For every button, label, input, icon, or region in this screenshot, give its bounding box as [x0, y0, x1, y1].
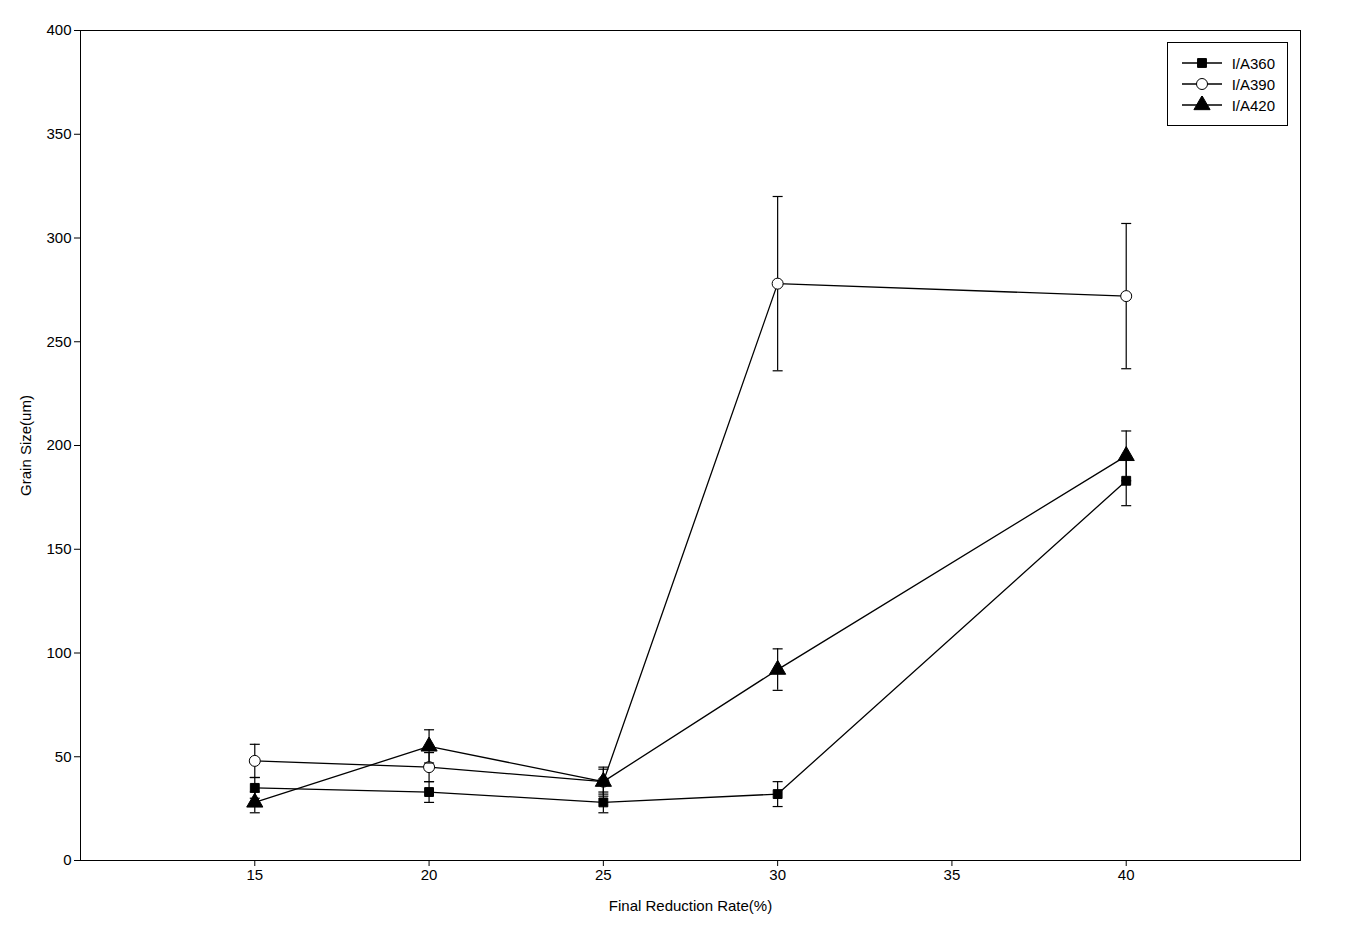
svg-text:0: 0	[63, 851, 71, 868]
svg-text:50: 50	[55, 748, 72, 765]
svg-text:300: 300	[46, 229, 71, 246]
svg-text:Final Reduction Rate(%): Final Reduction Rate(%)	[609, 897, 772, 914]
svg-text:35: 35	[944, 866, 961, 883]
svg-text:250: 250	[46, 333, 71, 350]
svg-text:400: 400	[46, 21, 71, 38]
svg-text:350: 350	[46, 125, 71, 142]
svg-text:30: 30	[769, 866, 786, 883]
html-text:I/A420: I/A420	[1231, 96, 1275, 114]
svg-text:Grain Size(um): Grain Size(um)	[17, 395, 34, 496]
svg-text:40: 40	[1118, 866, 1135, 883]
html-text:I/A390: I/A390	[1231, 75, 1275, 93]
svg-text:200: 200	[46, 436, 71, 453]
svg-text:15: 15	[246, 866, 263, 883]
svg-text:100: 100	[46, 644, 71, 661]
svg-text:20: 20	[421, 866, 438, 883]
svg-text:150: 150	[46, 540, 71, 557]
html-text:I/A360: I/A360	[1231, 54, 1275, 72]
svg-text:25: 25	[595, 866, 612, 883]
